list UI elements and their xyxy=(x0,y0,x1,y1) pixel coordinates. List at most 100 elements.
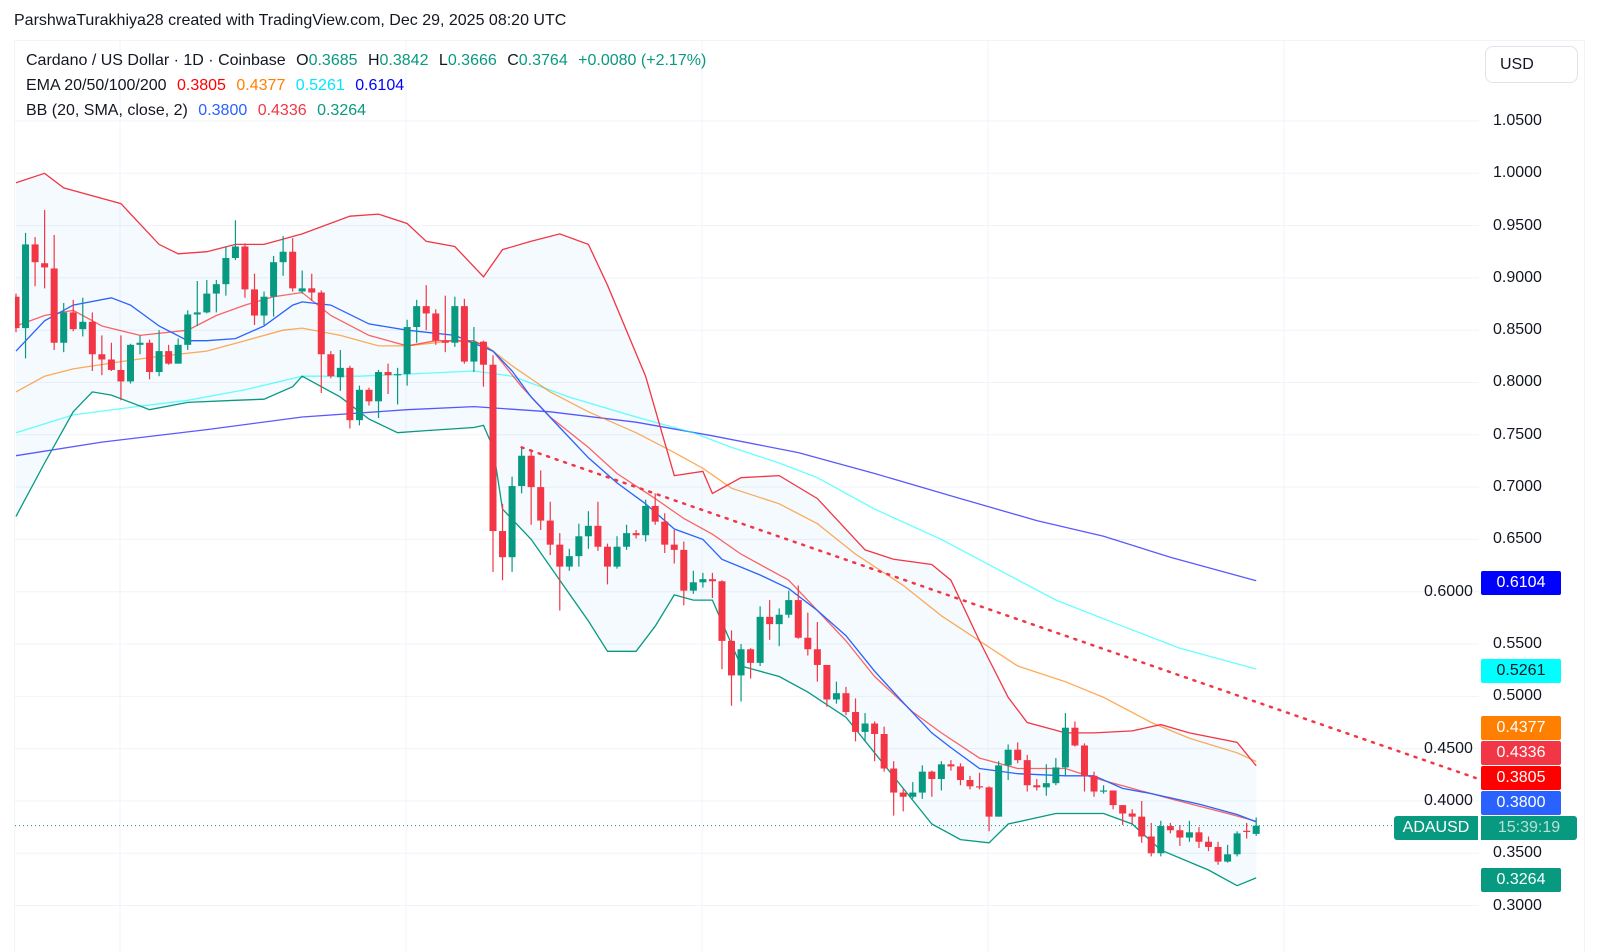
candle xyxy=(1185,820,1193,842)
candle xyxy=(718,580,726,670)
candle xyxy=(1157,820,1165,857)
candle-body xyxy=(479,341,487,365)
candle xyxy=(909,782,917,799)
candle-body xyxy=(832,693,840,700)
candle-body xyxy=(15,296,20,329)
candle xyxy=(1033,778,1041,791)
candle-body xyxy=(1214,846,1222,862)
candle-body xyxy=(966,780,974,787)
candle-body xyxy=(670,544,678,550)
candle-body xyxy=(289,251,297,289)
candle xyxy=(947,760,955,771)
candle xyxy=(1023,754,1031,792)
chart-pane[interactable] xyxy=(14,40,1585,952)
candle-body xyxy=(976,786,984,788)
candle-body xyxy=(88,321,96,355)
candle xyxy=(193,281,201,327)
candle-body xyxy=(537,487,545,521)
candle xyxy=(1071,721,1079,747)
candle xyxy=(403,319,411,386)
candle-body xyxy=(355,389,363,421)
candle xyxy=(1014,742,1022,764)
ema20-price-label: 0.3805 xyxy=(1481,766,1561,790)
candle-body xyxy=(823,664,831,700)
ema100-value: 0.5261 xyxy=(295,77,345,94)
candle-body xyxy=(489,364,497,532)
bb-upper-price-label: 0.4336 xyxy=(1481,741,1561,765)
candle-body xyxy=(394,374,402,376)
currency-button[interactable]: USD xyxy=(1485,46,1578,83)
candle xyxy=(890,761,898,816)
candle xyxy=(241,243,249,298)
bb-basis-value: 0.3800 xyxy=(198,102,248,119)
candle xyxy=(508,476,516,572)
candle-body xyxy=(1109,790,1117,806)
change-value: +0.0080 (+2.17%) xyxy=(578,52,707,69)
candle-body xyxy=(813,649,821,665)
candle xyxy=(279,236,287,276)
candle-body xyxy=(1119,805,1127,814)
candle-body xyxy=(327,354,335,377)
candle xyxy=(651,493,659,525)
candle-body xyxy=(126,344,134,382)
bb-upper-value: 0.4336 xyxy=(257,102,307,119)
legend-symbol[interactable]: Cardano / US Dollar · 1D · Coinbase xyxy=(26,52,286,69)
candle xyxy=(766,600,774,640)
candle-body xyxy=(708,579,716,582)
candle xyxy=(708,572,716,598)
candle xyxy=(1080,743,1088,792)
candle-body xyxy=(1138,816,1146,837)
candle-body xyxy=(308,288,316,293)
candle xyxy=(346,365,354,429)
legend-ema[interactable]: EMA 20/50/100/200 0.3805 0.4377 0.5261 0… xyxy=(26,77,410,95)
candle xyxy=(613,536,621,569)
price-axis-tick: 0.7000 xyxy=(1493,478,1542,496)
candle xyxy=(470,327,478,373)
ema-label[interactable]: EMA 20/50/100/200 xyxy=(26,77,167,94)
candle xyxy=(527,450,535,525)
candle xyxy=(212,279,220,313)
candle xyxy=(1119,805,1127,826)
candle-body xyxy=(527,455,535,488)
candle-body xyxy=(1185,832,1193,838)
candle-body xyxy=(651,505,659,522)
candle-body xyxy=(661,521,669,545)
candle-body xyxy=(613,546,621,567)
candle xyxy=(1176,825,1184,846)
legend-bb[interactable]: BB (20, SMA, close, 2) 0.3800 0.4336 0.3… xyxy=(26,102,372,120)
candle-body xyxy=(403,327,411,375)
candle-body xyxy=(1243,830,1251,832)
candle-body xyxy=(31,244,39,263)
price-axis-tick: 0.3500 xyxy=(1493,844,1542,862)
candle xyxy=(1128,809,1136,824)
candle xyxy=(556,533,564,611)
candle-body xyxy=(909,792,917,797)
candle-body xyxy=(174,344,182,364)
candle xyxy=(1004,744,1012,781)
candle-body xyxy=(1061,727,1069,768)
downtrend-line xyxy=(520,446,1477,780)
candle xyxy=(289,238,297,292)
candle-body xyxy=(50,268,58,343)
bb-lower-line xyxy=(15,375,1257,887)
candle xyxy=(126,343,134,384)
candle xyxy=(60,302,68,353)
candle-body xyxy=(98,354,106,360)
candle-body xyxy=(985,787,993,817)
candle-body xyxy=(718,581,726,641)
candle xyxy=(1138,800,1146,843)
candle-body xyxy=(298,288,306,292)
candle xyxy=(317,290,325,393)
bb-basis-price-label: 0.3800 xyxy=(1481,791,1561,815)
candle-body xyxy=(737,649,745,676)
candle xyxy=(928,770,936,797)
legend-ohlc: Cardano / US Dollar · 1D · Coinbase O0.3… xyxy=(26,52,712,70)
bb-label[interactable]: BB (20, SMA, close, 2) xyxy=(26,102,188,119)
candle xyxy=(1214,841,1222,865)
candle-body xyxy=(623,533,631,547)
price-axis-tick: 1.0000 xyxy=(1493,164,1542,182)
candle xyxy=(155,330,163,377)
candle xyxy=(231,220,239,261)
candle xyxy=(451,296,459,347)
